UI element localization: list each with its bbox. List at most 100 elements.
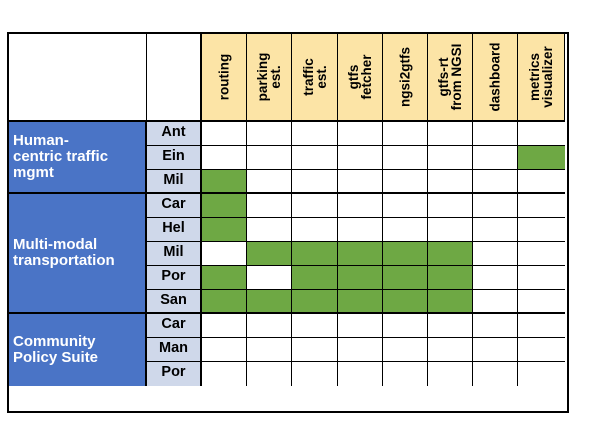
row-label: Por	[147, 266, 202, 290]
empty-cell	[473, 338, 518, 362]
empty-cell	[247, 218, 292, 242]
empty-cell	[202, 122, 247, 146]
empty-cell	[518, 338, 565, 362]
corner-blank	[9, 34, 147, 122]
column-header-label: parking est.	[255, 52, 283, 102]
empty-cell	[428, 362, 473, 386]
empty-cell	[247, 338, 292, 362]
filled-cell	[247, 242, 292, 266]
empty-cell	[518, 362, 565, 386]
row-label: Car	[147, 194, 202, 218]
empty-cell	[428, 338, 473, 362]
empty-cell	[338, 170, 383, 194]
empty-cell	[518, 122, 565, 146]
empty-cell	[518, 194, 565, 218]
column-header-label: ngsi2gtfs	[397, 46, 413, 108]
row-label: Mil	[147, 242, 202, 266]
filled-cell	[202, 170, 247, 194]
empty-cell	[247, 146, 292, 170]
filled-cell	[247, 290, 292, 314]
empty-cell	[473, 146, 518, 170]
empty-cell	[202, 314, 247, 338]
row-label: San	[147, 290, 202, 314]
filled-cell	[428, 290, 473, 314]
empty-cell	[383, 314, 428, 338]
empty-cell	[202, 338, 247, 362]
empty-cell	[428, 122, 473, 146]
empty-cell	[202, 362, 247, 386]
empty-cell	[292, 362, 338, 386]
row-label: Ant	[147, 122, 202, 146]
empty-cell	[292, 218, 338, 242]
column-header: parking est.	[247, 34, 292, 122]
group-label: Community Policy Suite	[9, 314, 147, 386]
column-header-label: traffic est.	[300, 58, 329, 96]
empty-cell	[428, 170, 473, 194]
empty-cell	[247, 314, 292, 338]
column-header: routing	[202, 34, 247, 122]
empty-cell	[518, 290, 565, 314]
filled-cell	[202, 194, 247, 218]
column-header-label: gtfs-rt from NGSI	[436, 43, 464, 111]
column-header: gtfs fetcher	[338, 34, 383, 122]
empty-cell	[518, 266, 565, 290]
filled-cell	[338, 290, 383, 314]
filled-cell	[383, 242, 428, 266]
deployment-matrix: routing parking est. traffic est. gtfs fetc…	[7, 32, 569, 413]
empty-cell	[518, 314, 565, 338]
empty-cell	[473, 266, 518, 290]
empty-cell	[202, 146, 247, 170]
row-label: Car	[147, 314, 202, 338]
empty-cell	[473, 194, 518, 218]
empty-cell	[247, 362, 292, 386]
empty-cell	[473, 362, 518, 386]
group-label-text: Multi-modal transportation	[13, 236, 115, 269]
column-header: gtfs-rt from NGSI	[428, 34, 473, 122]
empty-cell	[338, 122, 383, 146]
empty-cell	[338, 194, 383, 218]
group-label-text: Human- centric traffic mgmt	[13, 132, 109, 181]
filled-cell	[383, 290, 428, 314]
empty-cell	[338, 314, 383, 338]
row-label: Mil	[147, 170, 202, 194]
empty-cell	[247, 266, 292, 290]
empty-cell	[338, 362, 383, 386]
filled-cell	[383, 266, 428, 290]
empty-cell	[518, 170, 565, 194]
group-label-text: Community Policy Suite	[13, 333, 99, 366]
corner-blank	[147, 34, 202, 122]
row-label: Man	[147, 338, 202, 362]
empty-cell	[428, 218, 473, 242]
row-label: Por	[147, 362, 202, 386]
column-header-label: dashboard	[487, 42, 503, 112]
empty-cell	[338, 218, 383, 242]
empty-cell	[518, 242, 565, 266]
empty-cell	[338, 338, 383, 362]
empty-cell	[292, 314, 338, 338]
empty-cell	[383, 362, 428, 386]
empty-cell	[383, 146, 428, 170]
empty-cell	[428, 146, 473, 170]
empty-cell	[473, 314, 518, 338]
empty-cell	[292, 338, 338, 362]
filled-cell	[338, 266, 383, 290]
empty-cell	[473, 122, 518, 146]
empty-cell	[383, 218, 428, 242]
column-header: dashboard	[473, 34, 518, 122]
filled-cell	[202, 266, 247, 290]
column-header-label: metrics visualizer	[527, 46, 555, 108]
column-header-label: gtfs fetcher	[346, 54, 374, 100]
group-label: Human- centric traffic mgmt	[9, 122, 147, 194]
row-label: Hel	[147, 218, 202, 242]
filled-cell	[428, 266, 473, 290]
empty-cell	[473, 242, 518, 266]
empty-cell	[247, 194, 292, 218]
filled-cell	[518, 146, 565, 170]
empty-cell	[247, 170, 292, 194]
filled-cell	[292, 266, 338, 290]
empty-cell	[473, 290, 518, 314]
filled-cell	[202, 218, 247, 242]
empty-cell	[473, 218, 518, 242]
filled-cell	[292, 242, 338, 266]
column-header: metrics visualizer	[518, 34, 565, 122]
